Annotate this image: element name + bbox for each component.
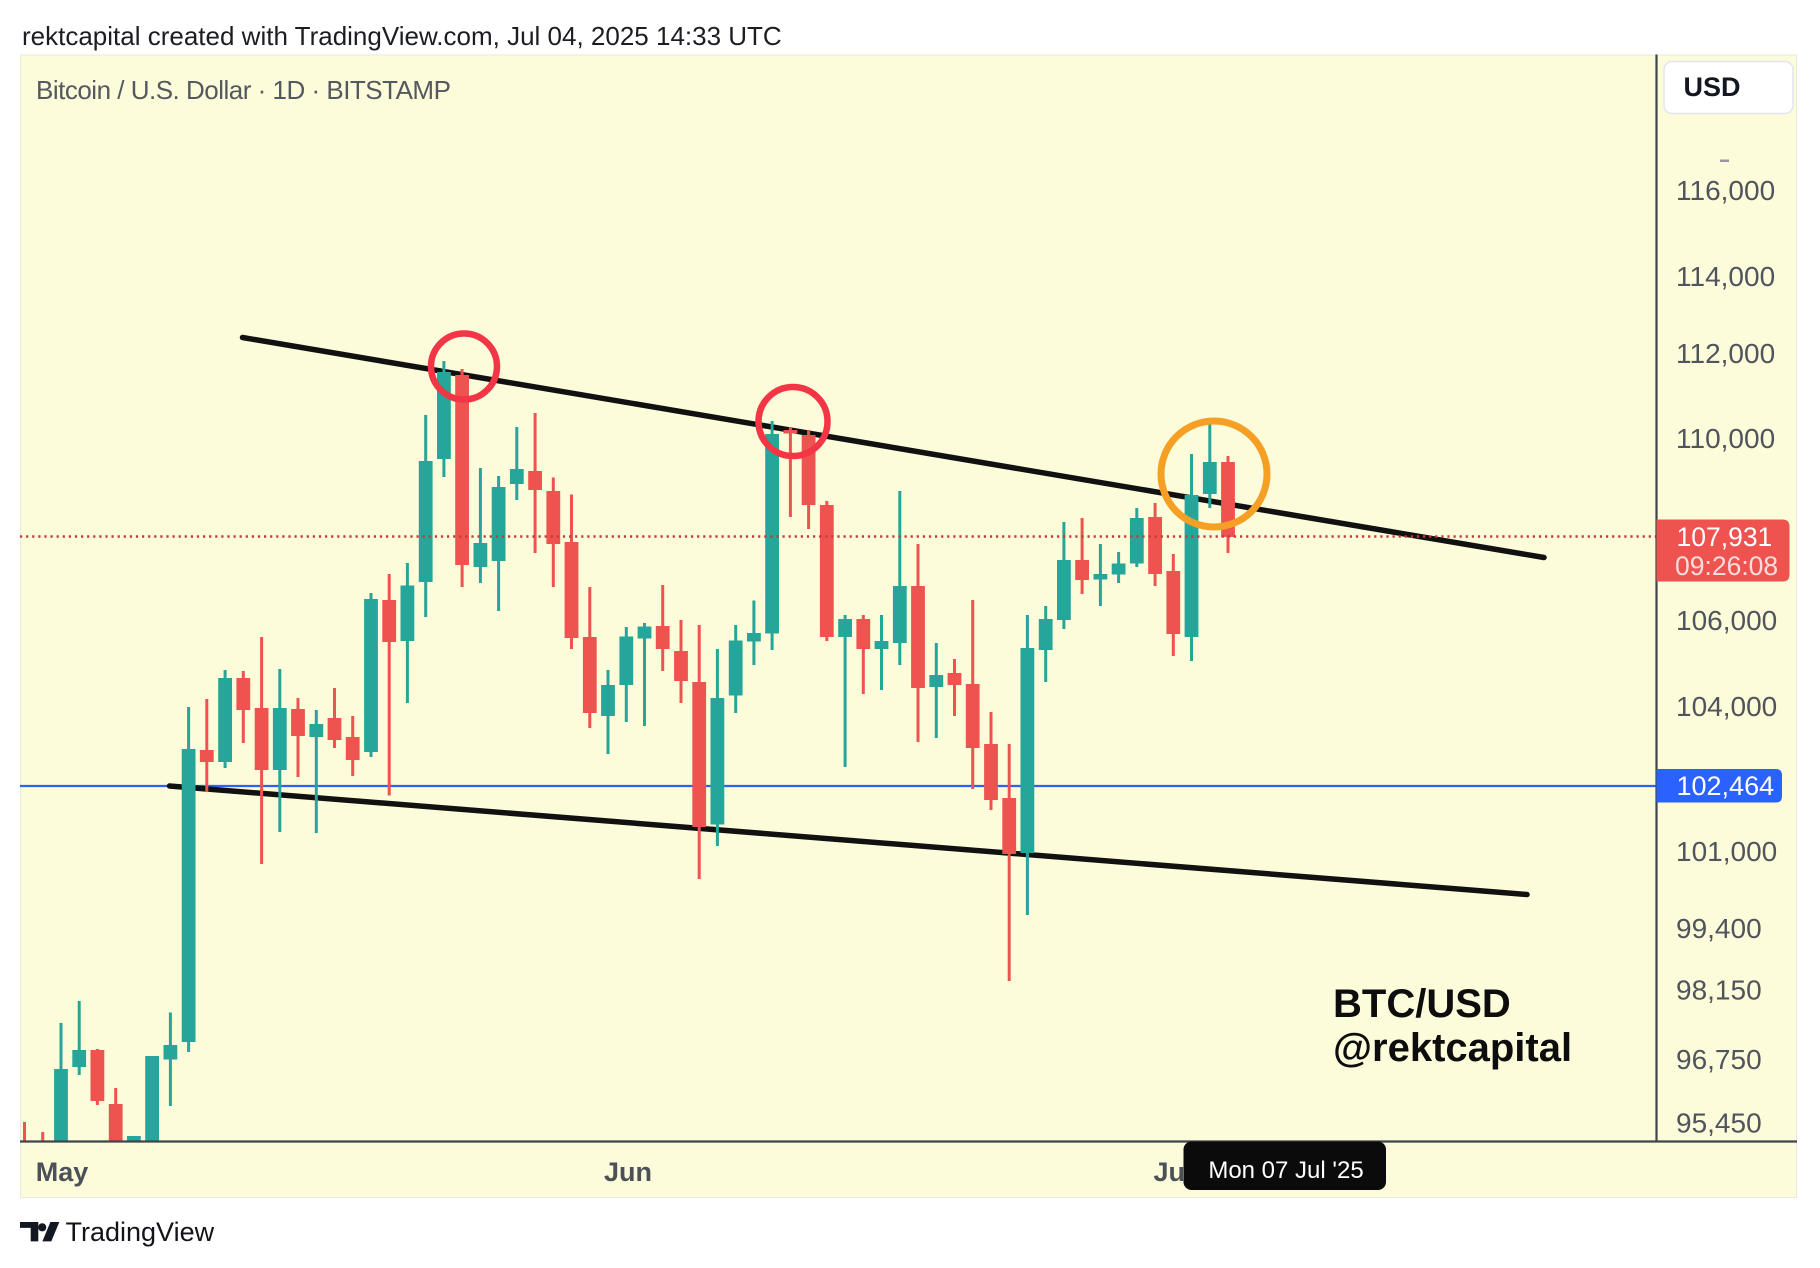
svg-text:@rektcapital: @rektcapital	[1333, 1026, 1572, 1070]
svg-text:114,000: 114,000	[1676, 261, 1775, 292]
svg-text:102,464: 102,464	[1677, 771, 1775, 801]
svg-text:BTC/USD: BTC/USD	[1333, 982, 1511, 1026]
svg-text:101,000: 101,000	[1676, 836, 1777, 867]
svg-text:rektcapital created with Tradi: rektcapital created with TradingView.com…	[22, 21, 782, 51]
svg-text:96,750: 96,750	[1676, 1044, 1762, 1075]
svg-text:95,450: 95,450	[1676, 1108, 1762, 1139]
svg-text:TradingView: TradingView	[66, 1217, 215, 1247]
svg-text:98,150: 98,150	[1676, 975, 1762, 1006]
svg-text:110,000: 110,000	[1676, 423, 1775, 454]
svg-text:112,000: 112,000	[1676, 338, 1775, 369]
svg-text:104,000: 104,000	[1676, 691, 1777, 722]
svg-text:116,000: 116,000	[1676, 175, 1775, 206]
svg-text:May: May	[36, 1157, 89, 1187]
svg-text:USD: USD	[1684, 72, 1741, 102]
svg-text:107,931: 107,931	[1677, 522, 1773, 552]
svg-text:Mon 07 Jul '25: Mon 07 Jul '25	[1208, 1157, 1363, 1184]
svg-text:106,000: 106,000	[1676, 605, 1777, 636]
svg-text:09:26:08: 09:26:08	[1675, 551, 1778, 581]
svg-text:Jun: Jun	[604, 1157, 652, 1187]
svg-text:Bitcoin / U.S. Dollar · 1D · B: Bitcoin / U.S. Dollar · 1D · BITSTAMP	[36, 75, 450, 105]
svg-text:99,400: 99,400	[1676, 913, 1762, 944]
